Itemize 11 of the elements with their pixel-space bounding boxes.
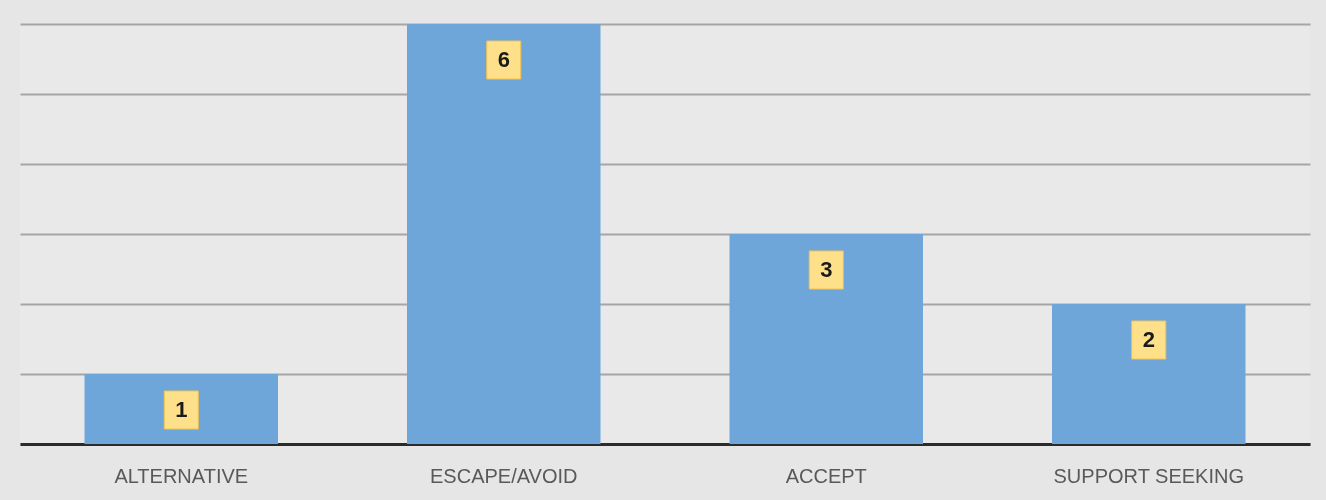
data-label: 2: [1142, 327, 1155, 352]
bar: [407, 24, 601, 444]
data-label: 1: [175, 397, 188, 422]
data-label: 3: [820, 257, 833, 282]
bar: [1052, 304, 1246, 444]
bar: [729, 234, 923, 444]
x-tick-label: SUPPORT SEEKING: [1053, 464, 1244, 487]
x-tick-label: ALTERNATIVE: [114, 464, 249, 487]
data-label: 6: [497, 47, 510, 72]
x-tick-label: ESCAPE/AVOID: [430, 464, 578, 487]
x-tick-label: ACCEPT: [785, 464, 867, 487]
